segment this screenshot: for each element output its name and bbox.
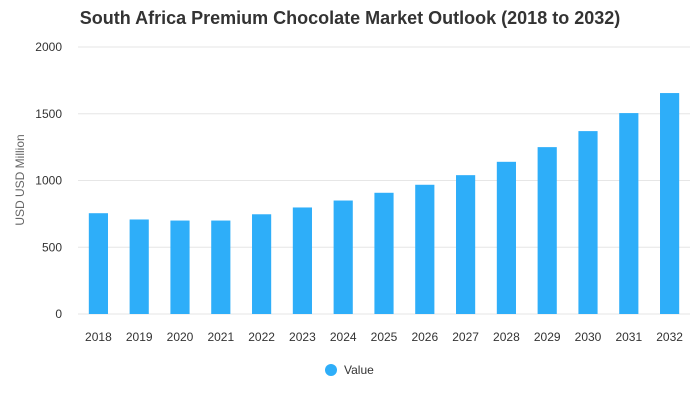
x-tick-labels: 2018 2019 2020 2021 2022 2023 2024 2025 2026 2027… xyxy=(85,330,683,344)
bar-2030[interactable] xyxy=(578,131,598,314)
y-axis-title: USD USD Million xyxy=(13,134,27,225)
y-tick-label: 500 xyxy=(42,240,62,254)
bar-2025[interactable] xyxy=(374,192,394,314)
legend-marker-value xyxy=(325,364,337,376)
bar-2020[interactable] xyxy=(170,220,190,314)
x-tick-label: 2023 xyxy=(289,330,316,344)
bar-2029[interactable] xyxy=(537,147,557,314)
bar-2031[interactable] xyxy=(619,113,639,315)
x-tick-label: 2032 xyxy=(656,330,683,344)
y-tick-label: 2000 xyxy=(35,40,62,54)
x-tick-label: 2029 xyxy=(534,330,561,344)
bar-2032[interactable] xyxy=(660,93,680,315)
x-tick-label: 2027 xyxy=(452,330,479,344)
x-tick-label: 2028 xyxy=(493,330,520,344)
bar-2019[interactable] xyxy=(129,219,149,314)
y-tick-label: 1500 xyxy=(35,107,62,121)
x-tick-label: 2018 xyxy=(85,330,112,344)
chart-title: South Africa Premium Chocolate Market Ou… xyxy=(79,8,621,28)
bar-2021[interactable] xyxy=(211,220,231,314)
bar-2028[interactable] xyxy=(496,161,516,314)
y-tick-label: 1000 xyxy=(35,174,62,188)
bar-2023[interactable] xyxy=(292,207,312,314)
bar-2024[interactable] xyxy=(333,200,353,314)
y-tick-label: 0 xyxy=(55,307,62,321)
y-tick-labels: 0 500 1000 1500 2000 xyxy=(35,40,62,321)
legend[interactable]: Value xyxy=(325,363,374,377)
x-tick-label: 2020 xyxy=(167,330,194,344)
x-tick-label: 2021 xyxy=(207,330,234,344)
x-tick-label: 2024 xyxy=(330,330,357,344)
x-tick-label: 2026 xyxy=(411,330,438,344)
bar-2022[interactable] xyxy=(252,214,272,314)
x-tick-label: 2019 xyxy=(126,330,153,344)
bar-2018[interactable] xyxy=(88,213,108,314)
bar-2026[interactable] xyxy=(415,184,435,314)
x-tick-label: 2030 xyxy=(575,330,602,344)
x-tick-label: 2031 xyxy=(615,330,642,344)
legend-label-value: Value xyxy=(344,363,374,377)
x-tick-label: 2022 xyxy=(248,330,275,344)
bar-2027[interactable] xyxy=(456,175,476,314)
x-tick-label: 2025 xyxy=(371,330,398,344)
bars xyxy=(88,93,680,315)
